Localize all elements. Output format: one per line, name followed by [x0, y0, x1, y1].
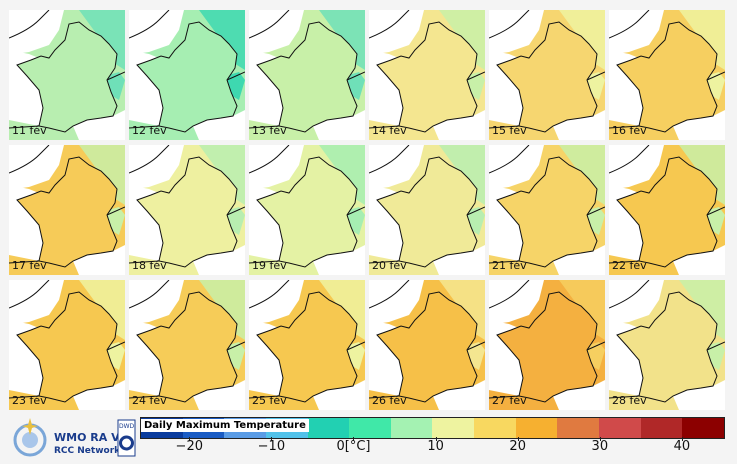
date-label: 18 fév — [132, 259, 167, 272]
temperature-map — [249, 10, 365, 140]
tick-label: 30 — [591, 439, 609, 454]
tick-mark — [681, 437, 683, 441]
date-label: 11 fév — [12, 124, 47, 137]
map-panel: 23 fév — [9, 280, 125, 410]
rcc-text: RCC Network — [54, 446, 121, 456]
legend: WMO RA VI RCC Network DWD Daily Maximum … — [0, 412, 737, 462]
map-panel: 24 fév — [129, 280, 245, 410]
colorbar-bin — [515, 418, 558, 438]
temperature-map — [489, 145, 605, 275]
temperature-map — [369, 145, 485, 275]
map-panel: 15 fév — [489, 10, 605, 140]
date-label: 16 fév — [612, 124, 647, 137]
tick-mark — [353, 437, 355, 441]
date-label: 22 fév — [612, 259, 647, 272]
map-panel: 11 fév — [9, 10, 125, 140]
temperature-map — [609, 10, 725, 140]
date-label: 23 fév — [12, 394, 47, 407]
colorbar-bin — [640, 418, 683, 438]
date-label: 17 fév — [12, 259, 47, 272]
tick-mark — [271, 437, 273, 441]
map-panel: 22 fév — [609, 145, 725, 275]
date-label: 19 fév — [252, 259, 287, 272]
map-panel: 25 fév — [249, 280, 365, 410]
temperature-map — [9, 10, 125, 140]
dwd-spiral-icon — [119, 435, 134, 451]
map-grid: 11 fév 12 fév 13 fév 14 fév 15 f — [9, 10, 725, 410]
date-label: 13 fév — [252, 124, 287, 137]
temperature-map — [609, 145, 725, 275]
colorbar-bin — [349, 418, 391, 438]
date-label: 28 fév — [612, 394, 647, 407]
temperature-map — [369, 10, 485, 140]
date-label: 25 fév — [252, 394, 287, 407]
temperature-map — [609, 280, 725, 410]
tick-label: 40 — [673, 439, 691, 454]
tick-label: −10 — [257, 439, 286, 454]
map-panel: 12 fév — [129, 10, 245, 140]
date-label: 12 fév — [132, 124, 167, 137]
temperature-map — [489, 10, 605, 140]
map-panel: 16 fév — [609, 10, 725, 140]
colorbar-bin — [432, 418, 475, 438]
temperature-map — [369, 280, 485, 410]
map-panel: 28 fév — [609, 280, 725, 410]
date-label: 21 fév — [492, 259, 527, 272]
map-panel: 21 fév — [489, 145, 605, 275]
temperature-map — [249, 280, 365, 410]
temperature-map — [9, 145, 125, 275]
tick-label: 0[°C] — [336, 439, 371, 454]
colorbar-bin — [474, 418, 516, 438]
map-panel: 18 fév — [129, 145, 245, 275]
temperature-map — [129, 145, 245, 275]
tick-mark — [435, 437, 437, 441]
map-panel: 13 fév — [249, 10, 365, 140]
tick-label: 20 — [509, 439, 526, 454]
tick-label: 10 — [427, 439, 444, 454]
date-label: 14 fév — [372, 124, 407, 137]
wmo-emblem-icon: WMO RA VI RCC Network DWD — [13, 418, 136, 457]
date-label: 24 fév — [132, 394, 167, 407]
map-panel: 20 fév — [369, 145, 485, 275]
tick-mark — [517, 437, 519, 441]
temperature-map — [129, 10, 245, 140]
map-panel: 19 fév — [249, 145, 365, 275]
tick-label: −20 — [175, 439, 203, 454]
map-panel: 14 fév — [369, 10, 485, 140]
date-label: 26 fév — [372, 394, 407, 407]
temperature-map — [249, 145, 365, 275]
colorbar-title: Daily Maximum Temperature — [141, 419, 309, 432]
date-label: 15 fév — [492, 124, 527, 137]
colorbar-bin — [599, 418, 641, 438]
map-panel: 27 fév — [489, 280, 605, 410]
date-label: 20 fév — [372, 259, 407, 272]
temperature-map — [489, 280, 605, 410]
temperature-map — [129, 280, 245, 410]
colorbar-bin — [682, 418, 724, 438]
colorbar-bin — [557, 418, 600, 438]
tick-mark — [189, 437, 191, 441]
map-panel: 26 fév — [369, 280, 485, 410]
tick-mark — [599, 437, 601, 441]
map-panel: 17 fév — [9, 145, 125, 275]
temperature-map — [9, 280, 125, 410]
colorbar-bin — [390, 418, 433, 438]
wmo-text: WMO RA VI — [54, 431, 124, 444]
wmo-logo: WMO RA VI RCC Network DWD — [8, 416, 138, 460]
colorbar-bin — [307, 418, 350, 438]
dwd-text: DWD — [119, 423, 135, 430]
date-label: 27 fév — [492, 394, 527, 407]
